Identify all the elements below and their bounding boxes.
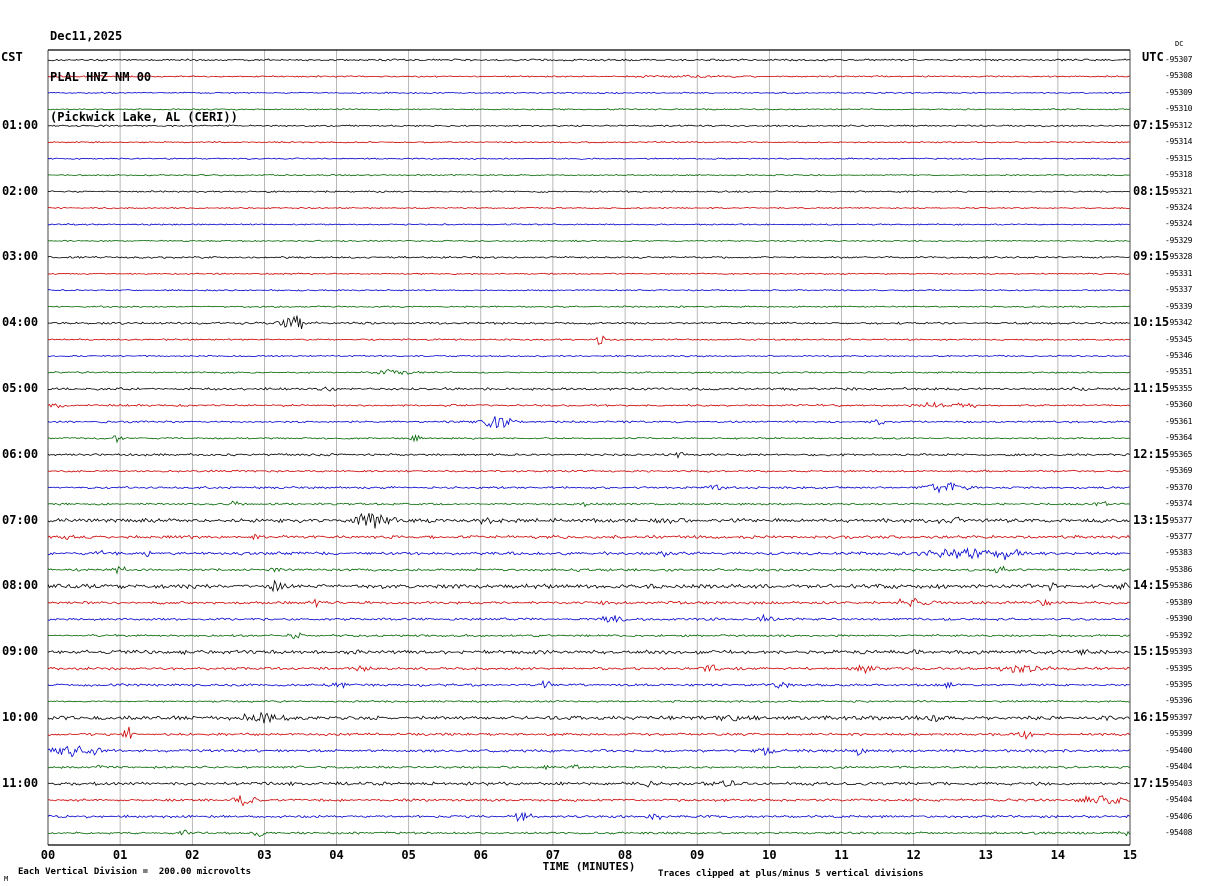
right-hour-label: 09:15 <box>1133 249 1170 264</box>
right-hour-label: 07:15 <box>1133 117 1170 132</box>
trace-offset-value: -95397 <box>1165 712 1193 722</box>
right-hour-label: 10:15 <box>1133 315 1170 330</box>
trace-offset-value: -95369 <box>1165 466 1193 476</box>
x-tick-label: 12 <box>906 848 921 862</box>
x-tick-label: 15 <box>1122 848 1138 862</box>
trace-offset-value: -95370 <box>1165 482 1193 492</box>
left-hour-label: 03:00 <box>2 249 39 264</box>
right-hour-label: 11:15 <box>1133 380 1170 395</box>
left-hour-label: 05:00 <box>2 380 39 395</box>
trace-offset-value: -95383 <box>1165 548 1193 558</box>
trace-offset-value: -95361 <box>1165 416 1193 426</box>
trace-offset-value: -95408 <box>1165 828 1193 837</box>
right-hour-label: 15:15 <box>1133 644 1170 659</box>
left-timezone-label: CST <box>1 50 23 64</box>
left-hour-label: 11:00 <box>2 775 39 790</box>
trace-offset-value: -95318 <box>1165 170 1193 180</box>
x-tick-label: 02 <box>185 848 200 862</box>
title-block: Dec11,2025 PLAL HNZ NM 00 (Pickwick Lake… <box>50 3 238 152</box>
left-hour-label: 02:00 <box>2 183 39 198</box>
right-hour-label: 14:15 <box>1133 578 1170 593</box>
x-tick-label: 13 <box>978 848 993 862</box>
trace-offset-value: -95310 <box>1165 104 1193 114</box>
trace-offset-value: -95328 <box>1165 252 1193 262</box>
left-hour-label: 08:00 <box>2 578 39 593</box>
x-tick-label: 10 <box>762 848 777 862</box>
left-hour-label: 07:00 <box>2 512 39 527</box>
scale-note: Each Vertical Division = 200.00 microvol… <box>18 867 251 877</box>
right-hour-label: 12:15 <box>1133 446 1170 461</box>
trace-offset-value: -95393 <box>1165 647 1193 657</box>
x-tick-label: 08 <box>617 848 633 862</box>
right-hour-label: 16:15 <box>1133 709 1170 724</box>
trace-offset-value: -95321 <box>1165 186 1193 196</box>
x-tick-label: 09 <box>689 848 705 862</box>
x-tick-label: 04 <box>329 848 344 862</box>
left-hour-label: 04:00 <box>2 315 39 330</box>
trace-offset-value: -95364 <box>1165 433 1193 443</box>
trace-offset-value: -95399 <box>1165 729 1193 739</box>
title-station: PLAL HNZ NM 00 <box>50 69 152 84</box>
trace-offset-value: -95331 <box>1165 268 1193 278</box>
x-tick-label: 06 <box>473 848 489 862</box>
trace-offset-value: -95374 <box>1165 499 1193 509</box>
trace-offset-value: -95351 <box>1165 367 1193 377</box>
trace-offset-value: -95345 <box>1165 334 1193 344</box>
trace-offset-value: -95392 <box>1165 630 1193 640</box>
trace-offset-value: -95324 <box>1165 203 1193 213</box>
trace-offset-value: -95355 <box>1165 383 1193 393</box>
x-tick-label: 01 <box>112 848 128 862</box>
trace-offset-value: -95403 <box>1165 778 1193 788</box>
trace-offset-value: -95386 <box>1165 581 1193 591</box>
trace-offset-value: -95342 <box>1165 318 1193 328</box>
trace-offset-value: -95386 <box>1165 564 1193 574</box>
right-hour-label: 13:15 <box>1133 512 1170 527</box>
trace-offset-value: -95337 <box>1165 285 1193 295</box>
trace-offset-value: -95395 <box>1165 679 1193 689</box>
trace-offset-value: -95346 <box>1165 351 1193 361</box>
title-location: (Pickwick Lake, AL (CERI)) <box>50 110 238 124</box>
x-tick-label: 11 <box>834 848 849 862</box>
trace-offset-value: -95404 <box>1165 762 1193 772</box>
right-hour-label: 17:15 <box>1133 775 1170 790</box>
trace-offset-value: -95389 <box>1165 597 1193 607</box>
trace-offset-value: -95365 <box>1165 449 1193 459</box>
trace-offset-value: -95312 <box>1165 120 1193 130</box>
trace-offset-value: -95315 <box>1165 153 1193 163</box>
x-tick-label: 14 <box>1050 848 1066 862</box>
trace-offset-value: -95329 <box>1165 235 1193 245</box>
left-hour-label: 10:00 <box>2 709 39 724</box>
trace-offset-value: -95406 <box>1165 811 1193 821</box>
trace-offset-value: -95404 <box>1165 795 1193 805</box>
trace-offset-value: -95395 <box>1165 663 1193 673</box>
trace-offset-value: -95307 <box>1165 55 1193 64</box>
left-hour-label: 09:00 <box>2 644 39 659</box>
trace-offset-value: -95400 <box>1165 745 1193 755</box>
x-tick-label: 05 <box>401 848 416 862</box>
trace-offset-value: -95308 <box>1165 71 1193 81</box>
x-tick-label: 07 <box>545 848 561 862</box>
trace-offset-value: -95324 <box>1165 219 1193 229</box>
dc-label: DC <box>1175 40 1184 48</box>
trace-offset-value: -95377 <box>1165 515 1193 525</box>
right-hour-label: 08:15 <box>1133 183 1170 198</box>
trace-offset-value: -95377 <box>1165 531 1193 541</box>
trace-offset-value: -95360 <box>1165 400 1193 410</box>
left-hour-label: 06:00 <box>2 446 39 461</box>
x-tick-label: 00 <box>40 848 56 862</box>
trace-offset-value: -95309 <box>1165 87 1193 97</box>
trace-offset-value: -95390 <box>1165 614 1193 624</box>
right-timezone-label: UTC <box>1142 50 1164 64</box>
trace-offset-value: -95339 <box>1165 301 1193 311</box>
left-hour-label: 01:00 <box>2 117 39 132</box>
clip-note: Traces clipped at plus/minus 5 vertical … <box>658 869 924 879</box>
x-axis-title: TIME (MINUTES) <box>542 860 636 873</box>
corner-mark: M <box>4 875 9 883</box>
x-tick-label: 03 <box>257 848 272 862</box>
trace-offset-value: -95396 <box>1165 696 1193 706</box>
title-date: Dec11,2025 <box>50 29 123 43</box>
trace-offset-value: -95314 <box>1165 137 1193 147</box>
